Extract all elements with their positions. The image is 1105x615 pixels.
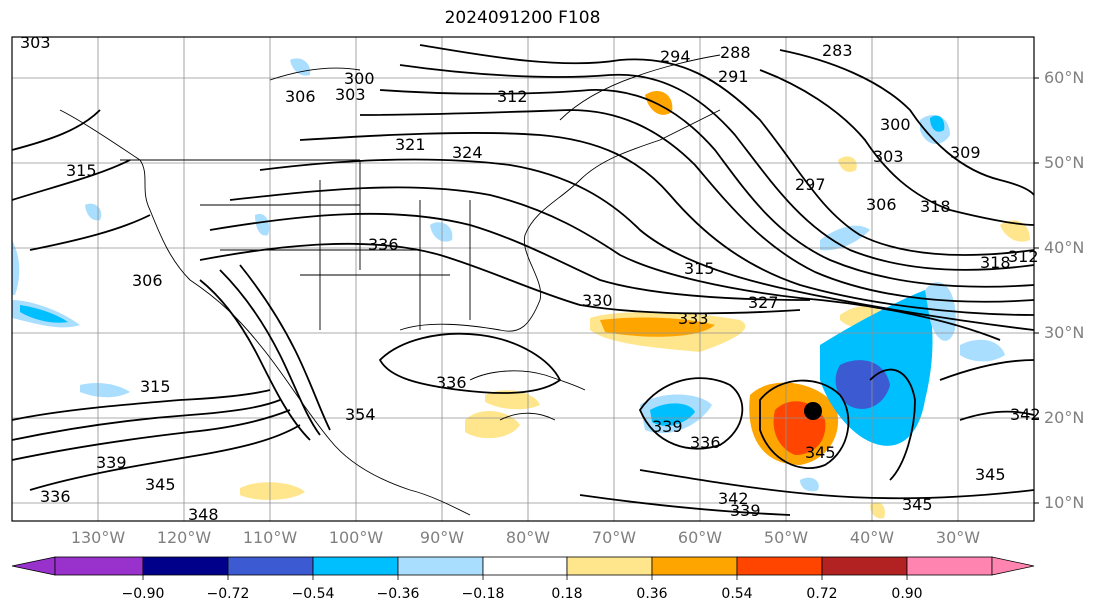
contour-label: 342	[718, 489, 749, 508]
contour-label: 348	[188, 505, 219, 524]
lat-label: 30°N	[1044, 323, 1085, 342]
contour-label: 345	[805, 443, 836, 462]
contour-label: 306	[285, 87, 316, 106]
colorbar-tick-label: 0.72	[806, 586, 838, 602]
colorbar-tick-label: −0.90	[121, 586, 165, 602]
contour-label: 318	[980, 253, 1011, 272]
colorbar-tick-label: −0.36	[376, 586, 420, 602]
contour-label: 306	[132, 271, 163, 290]
contour-label: 300	[344, 69, 375, 88]
contour-label: 336	[368, 235, 399, 254]
contour-label: 345	[975, 465, 1006, 484]
lon-label: 110°W	[242, 528, 298, 547]
contour-label: 283	[822, 41, 853, 60]
contour-label: 315	[66, 161, 97, 180]
contour-label: 321	[395, 135, 426, 154]
storm-center-marker	[804, 402, 822, 420]
contour-label: 288	[720, 43, 751, 62]
contour-label: 303	[335, 85, 366, 104]
colorbar-tick-label: −0.54	[291, 586, 335, 602]
colorbar-tick-label: −0.18	[461, 586, 505, 602]
contour-label: 330	[582, 291, 613, 310]
map-title: 2024091200 F108	[444, 8, 601, 28]
lat-label: 20°N	[1044, 408, 1085, 427]
lon-label: 80°W	[505, 528, 551, 547]
contour-label: 300	[880, 115, 911, 134]
contour-label: 336	[690, 433, 721, 452]
contour-label: 309	[950, 143, 981, 162]
contour-label: 339	[730, 501, 761, 520]
contour-label: 291	[718, 67, 749, 86]
contour-label: 303	[20, 33, 51, 52]
contour-label: 312	[497, 87, 528, 106]
colorbar-tick-label: −0.72	[206, 586, 250, 602]
colorbar-tick-label: 0.36	[636, 586, 668, 602]
contour-label: 345	[145, 475, 176, 494]
lon-label: 40°W	[849, 528, 895, 547]
contour-label: 339	[96, 453, 127, 472]
colorbar-tick-label: 0.18	[551, 586, 583, 602]
contour-label: 318	[920, 197, 951, 216]
contour-label: 342	[1010, 405, 1041, 424]
contour-label: 303	[873, 147, 904, 166]
map-frame	[11, 36, 1035, 522]
contour-label: 315	[684, 259, 715, 278]
contour-label: 315	[140, 377, 171, 396]
lon-label: 120°W	[156, 528, 212, 547]
contour-label: 336	[40, 487, 71, 506]
anomaly-shading	[12, 58, 1030, 519]
lon-label: 50°W	[763, 528, 809, 547]
lat-label: 60°N	[1044, 68, 1085, 87]
lat-label: 40°N	[1044, 238, 1085, 257]
lon-label: 60°W	[677, 528, 723, 547]
lon-label: 130°W	[70, 528, 126, 547]
contour-label: 336	[436, 373, 467, 392]
contour-label: 345	[902, 495, 933, 514]
contour-label: 312	[1008, 247, 1039, 266]
lat-label: 10°N	[1044, 493, 1085, 512]
contour-label: 297	[795, 175, 826, 194]
contour-label: 339	[652, 417, 683, 436]
contour-label: 327	[748, 293, 779, 312]
contour-label: 324	[452, 143, 483, 162]
height-contours	[11, 44, 1035, 516]
colorbar-tick-label: 0.90	[891, 586, 923, 602]
graticule	[12, 37, 1034, 521]
contour-label: 333	[678, 309, 709, 328]
lon-label: 100°W	[328, 528, 384, 547]
colorbar	[11, 556, 1035, 580]
coastlines	[59, 54, 721, 516]
contour-label: 306	[866, 195, 897, 214]
contour-label: 294	[660, 47, 691, 66]
lon-label: 70°W	[591, 528, 637, 547]
colorbar-tick-label: 0.54	[721, 586, 753, 602]
contour-labels: 303 306 300 303 312 294 288 291 283 321 …	[20, 33, 1041, 524]
contour-label: 354	[345, 405, 376, 424]
lat-label: 50°N	[1044, 153, 1085, 172]
lon-label: 90°W	[419, 528, 465, 547]
lon-label: 30°W	[935, 528, 981, 547]
